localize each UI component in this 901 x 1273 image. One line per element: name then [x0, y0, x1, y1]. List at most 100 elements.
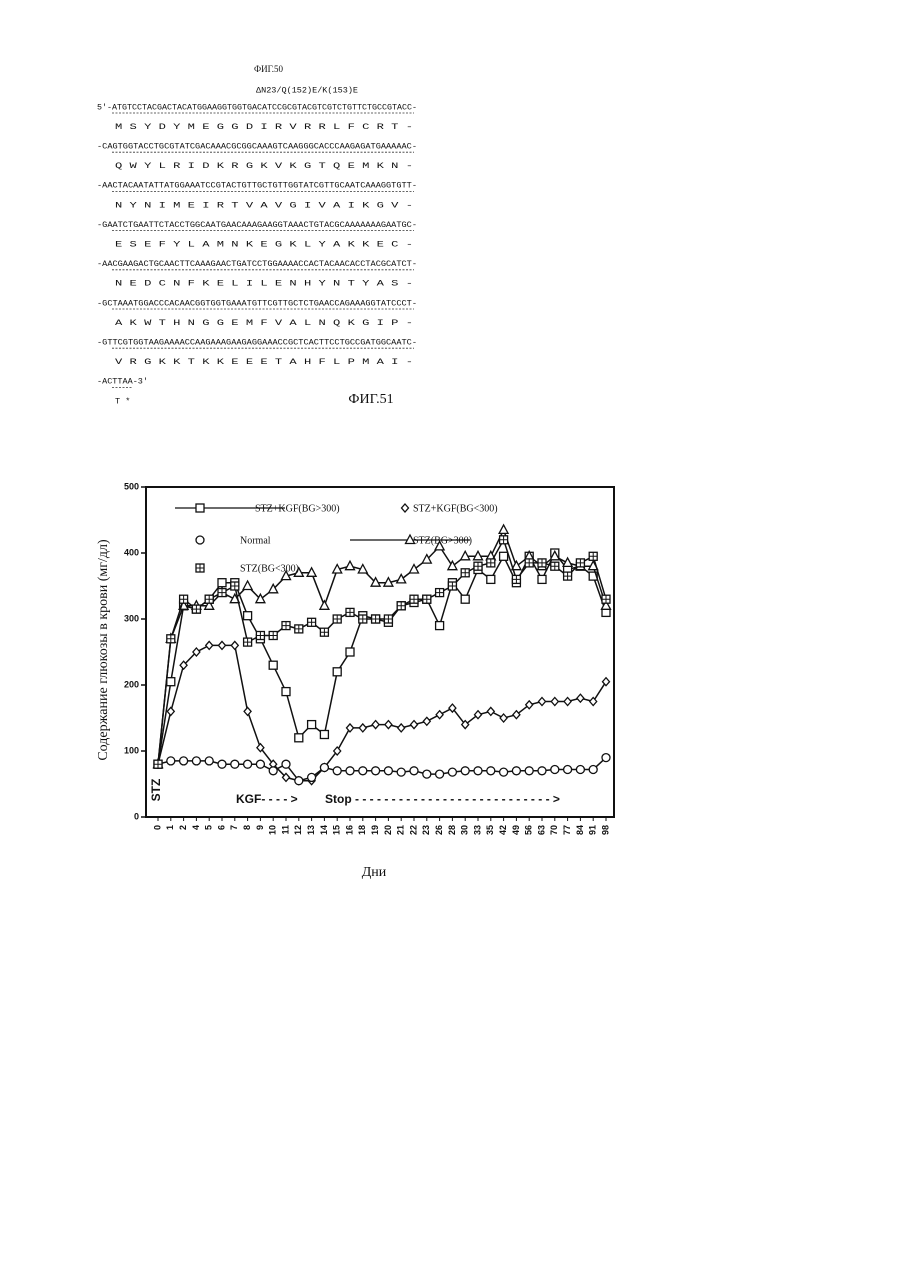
- data-point: [564, 765, 572, 773]
- dna-sequence: -ACTTAA-3': [97, 377, 148, 387]
- data-point: [539, 698, 546, 706]
- x-tick-label: 7: [229, 825, 239, 830]
- data-point: [346, 767, 354, 775]
- x-tick-label: 21: [396, 825, 406, 835]
- legend-label: Normal: [240, 535, 271, 546]
- data-point: [512, 767, 520, 775]
- data-point: [525, 767, 533, 775]
- data-point: [308, 773, 316, 781]
- data-point: [576, 765, 584, 773]
- data-point: [411, 721, 418, 729]
- data-point: [333, 668, 341, 676]
- x-tick-label: 16: [344, 825, 354, 835]
- legend-marker: [402, 504, 409, 512]
- data-point: [538, 575, 546, 583]
- data-point: [269, 767, 277, 775]
- data-point: [359, 724, 366, 732]
- x-tick-label: 12: [293, 825, 303, 835]
- x-tick-label: 22: [408, 825, 418, 835]
- x-tick-label: 23: [421, 825, 431, 835]
- legend-marker: [196, 504, 204, 512]
- data-point: [410, 565, 419, 574]
- data-point: [551, 698, 558, 706]
- y-tick-label: 500: [124, 481, 139, 491]
- x-tick-label: 8: [242, 825, 252, 830]
- x-tick-label: 6: [216, 825, 226, 830]
- data-point: [398, 724, 405, 732]
- x-tick-label: 28: [447, 825, 457, 835]
- data-point: [231, 641, 238, 649]
- x-tick-label: 1: [165, 825, 175, 830]
- data-point: [243, 581, 252, 590]
- x-tick-label: 42: [498, 825, 508, 835]
- fig51-title: ФИГ.51: [348, 392, 393, 407]
- data-point: [436, 711, 443, 719]
- data-point: [499, 525, 508, 534]
- x-tick-label: 14: [319, 825, 329, 835]
- x-tick-label: 10: [268, 825, 278, 835]
- data-point: [244, 760, 252, 768]
- data-point: [551, 765, 559, 773]
- legend-label: STZ+KGF(BG<300): [413, 503, 498, 514]
- dna-sequence: -AACTACAATATTATGGAAATCCGTACTGTTGCTGTTGGT…: [97, 181, 417, 191]
- data-point: [359, 767, 367, 775]
- data-point: [487, 767, 495, 775]
- data-point: [423, 770, 431, 778]
- data-point: [295, 734, 303, 742]
- amino-acid-sequence: V R G K K T K K E E E T A H F L P M A I …: [115, 357, 413, 367]
- x-tick-label: 0: [152, 825, 162, 830]
- data-point: [397, 768, 405, 776]
- annotation: Stop - - - - - - - - - - - - - - - - - -…: [325, 792, 560, 806]
- data-point: [385, 721, 392, 729]
- data-point: [346, 561, 355, 570]
- data-point: [372, 721, 379, 729]
- x-tick-label: 30: [460, 825, 470, 835]
- x-axis-label: Дни: [362, 865, 387, 880]
- legend-label: STZ(BG>300): [413, 535, 472, 546]
- amino-acid-sequence: Q W Y L R I D K R G K V K G T Q E M K N …: [115, 161, 413, 171]
- data-point: [320, 731, 328, 739]
- data-point: [563, 558, 572, 567]
- dna-sequence: -GCTAAATGGACCCACAACGGTGGTGAAATGTTCGTTGCT…: [97, 298, 417, 308]
- legend-marker: [196, 536, 204, 544]
- x-tick-label: 49: [511, 825, 521, 835]
- x-tick-label: 77: [562, 825, 572, 835]
- data-point: [219, 641, 226, 649]
- x-tick-label: 56: [524, 825, 534, 835]
- x-tick-label: 33: [472, 825, 482, 835]
- data-point: [384, 767, 392, 775]
- data-point: [372, 767, 380, 775]
- fig50-subtitle: ΔN23/Q(152)E/K(153)E: [256, 85, 358, 95]
- x-tick-label: 5: [204, 825, 214, 830]
- data-point: [500, 552, 508, 560]
- data-point: [320, 764, 328, 772]
- x-tick-label: 13: [306, 825, 316, 835]
- data-point: [333, 767, 341, 775]
- amino-acid-sequence: N E D C N F K E L I L E N H Y N T Y A S …: [115, 279, 413, 289]
- x-tick-label: 15: [332, 825, 342, 835]
- data-point: [167, 678, 175, 686]
- data-point: [206, 641, 213, 649]
- amino-acid-sequence: T *: [115, 396, 130, 406]
- y-tick-label: 400: [124, 547, 139, 557]
- data-point: [205, 757, 213, 765]
- x-tick-label: 4: [191, 825, 201, 830]
- x-tick-label: 11: [280, 825, 290, 835]
- data-point: [282, 688, 290, 696]
- dna-sequence: -GAATCTGAATTCTACCTGGCAATGAACAAAGAAGGTAAA…: [97, 220, 417, 230]
- data-point: [564, 698, 571, 706]
- legend-label: STZ+KGF(BG>300): [255, 503, 340, 514]
- data-point: [577, 694, 584, 702]
- data-point: [500, 714, 507, 722]
- amino-acid-sequence: A K W T H N G G E M F V A L N Q K G I P …: [115, 318, 413, 328]
- x-tick-label: 18: [357, 825, 367, 835]
- dna-sequence: -AACGAAGACTGCAACTTCAAAGAACTGATCCTGGAAAAC…: [97, 259, 417, 269]
- data-point: [218, 579, 226, 587]
- annotation: KGF- - - - >: [236, 792, 298, 806]
- data-point: [346, 648, 354, 656]
- data-point: [448, 768, 456, 776]
- data-point: [244, 707, 251, 715]
- data-point: [487, 707, 494, 715]
- x-tick-label: 35: [485, 825, 495, 835]
- data-point: [244, 612, 252, 620]
